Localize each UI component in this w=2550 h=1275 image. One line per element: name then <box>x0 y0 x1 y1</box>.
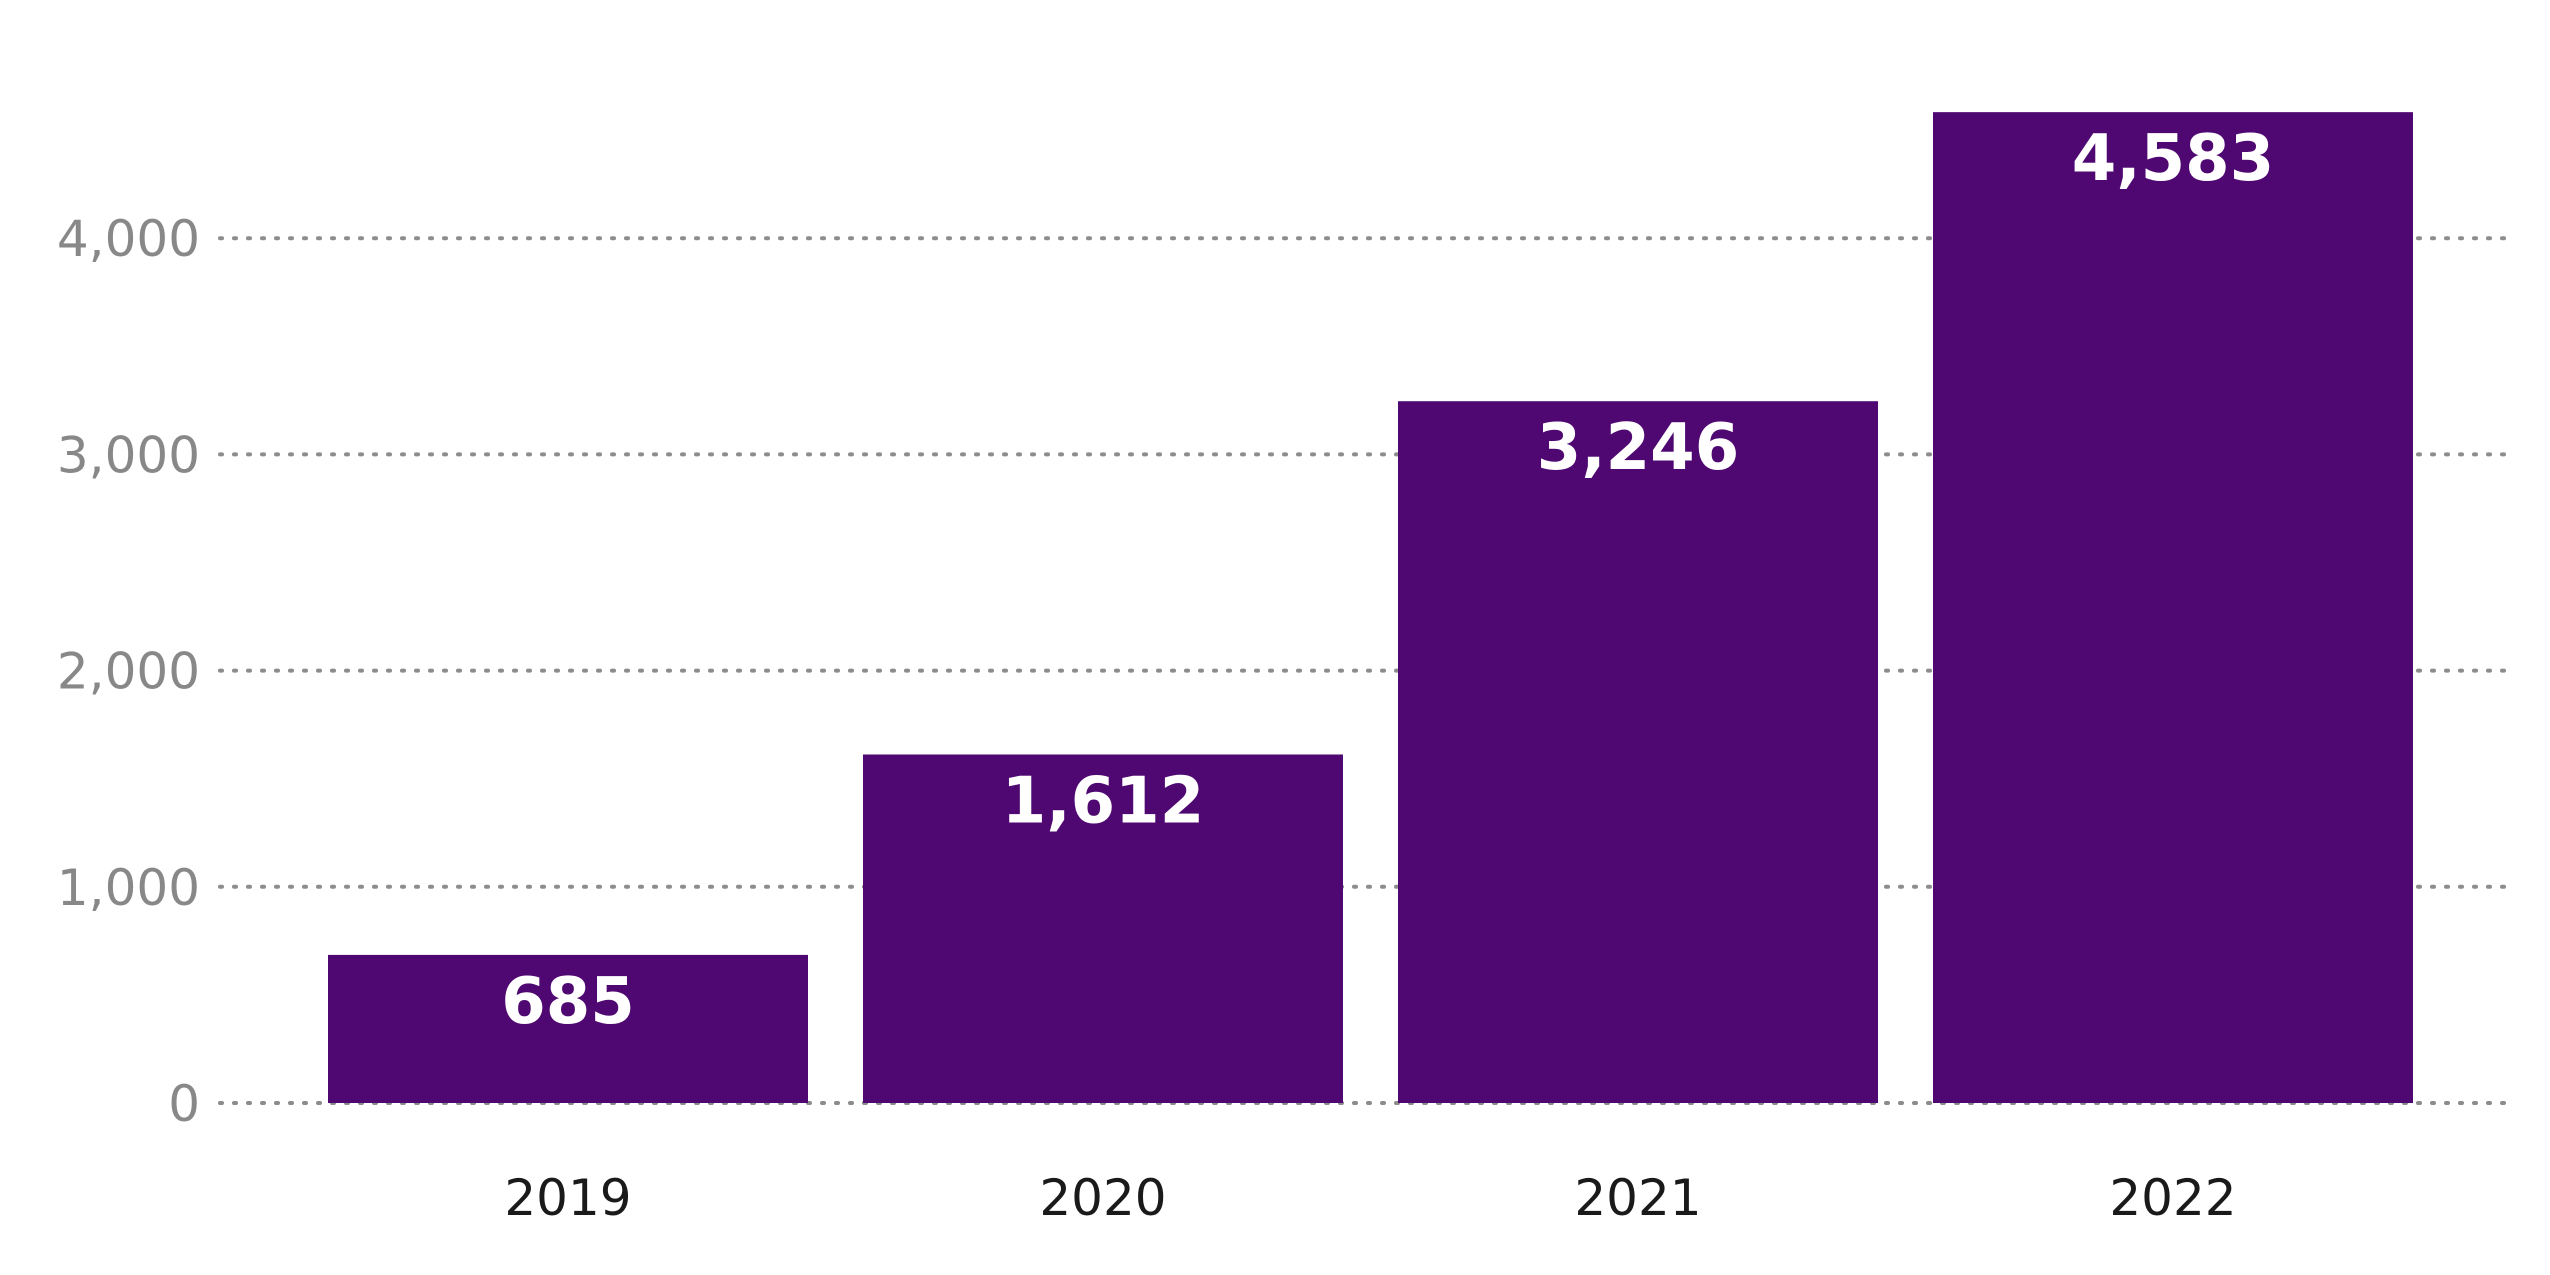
bar-labels: 685 1,612 3,246 4,583 <box>501 122 2274 1039</box>
bar-value-label: 3,246 <box>1537 411 1739 485</box>
x-tick-label: 2022 <box>2109 1169 2236 1227</box>
bars <box>328 112 2413 1104</box>
bar-value-label: 685 <box>501 965 635 1039</box>
bar <box>1398 401 1878 1103</box>
x-tick-label: 2019 <box>504 1169 631 1227</box>
y-tick-label: 3,000 <box>57 426 200 484</box>
y-axis-ticks: 0 1,000 2,000 3,000 4,000 <box>57 210 200 1133</box>
bar <box>1933 112 2413 1104</box>
bar <box>863 754 1343 1103</box>
bar-value-label: 1,612 <box>1002 764 1204 838</box>
y-tick-label: 4,000 <box>57 210 200 268</box>
x-axis-ticks: 2019 2020 2021 2022 <box>504 1169 2236 1227</box>
x-tick-label: 2020 <box>1039 1169 1166 1227</box>
x-tick-label: 2021 <box>1574 1169 1701 1227</box>
bar-value-label: 4,583 <box>2072 122 2274 196</box>
y-tick-label: 0 <box>168 1075 200 1133</box>
y-tick-label: 2,000 <box>57 643 200 701</box>
bar <box>328 954 808 1103</box>
y-tick-label: 1,000 <box>57 859 200 917</box>
